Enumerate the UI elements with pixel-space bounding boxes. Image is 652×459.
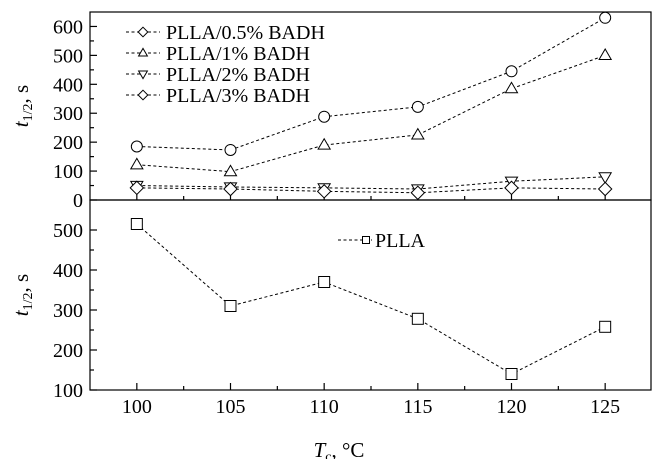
y-tick-label: 200 [53,132,83,154]
series-plla [130,218,612,380]
data-point [318,276,331,288]
data-point [597,181,613,197]
series-2 [129,172,613,197]
x-tick-label: 115 [403,396,432,418]
series-0 [130,11,612,156]
legend-label: PLLA/3% BADH [166,85,310,107]
series-line [136,187,606,194]
legend-label: PLLA/2% BADH [166,64,310,86]
y-axis-title: t1/2, s [9,85,36,127]
legend-marker [137,26,149,38]
data-point [598,48,613,61]
y-tick-label: 500 [53,220,83,242]
data-point [224,143,237,156]
y-tick-label: 400 [53,260,83,282]
top-panel: 0 100 200 300 400 500 600 t1/2, s PLLA/0.5% BADH… [9,11,652,212]
y-tick-label: 400 [53,74,83,96]
data-point [598,172,613,185]
data-point [130,218,143,230]
y-tick-label: 300 [53,300,83,322]
y-tick-label: 600 [53,16,83,38]
data-point [130,140,143,153]
legend-marker [137,70,149,80]
data-point [317,137,332,150]
data-point [410,185,426,201]
x-tick-label: 125 [590,396,620,418]
bottom-plot-frame [89,199,652,391]
legend-label: PLLA [375,230,426,252]
data-point [223,164,238,177]
x-tick-label: 105 [216,396,246,418]
data-point [224,300,237,312]
data-point [504,180,519,196]
bottom-panel: 100 200 300 400 500 100 105 110 115 120 125 t1/2, s… [9,199,652,459]
data-point [129,180,145,196]
x-axis-title: Tc, °C [314,438,365,459]
series-line [136,54,606,173]
legend-label: PLLA/1% BADH [166,43,310,65]
data-point [504,81,519,94]
legend-marker [362,236,370,244]
series-line [136,176,606,190]
y-tick-label: 100 [53,380,83,402]
data-point [410,127,425,140]
data-point [505,368,518,380]
y-tick-label: 0 [73,190,83,212]
y-tick-label: 200 [53,340,83,362]
legend-marker [137,47,149,57]
data-point [316,184,332,199]
series-line [136,17,606,151]
y-tick-label: 100 [53,161,83,183]
legend-marker [137,89,149,101]
data-point [599,11,612,24]
data-point [129,157,144,170]
x-tick-label: 100 [122,396,152,418]
x-tick-label: 110 [310,396,339,418]
y-tick-label: 500 [53,45,83,67]
y-axis-title: t1/2, s [9,274,36,316]
x-tick-label: 120 [497,396,527,418]
data-point [505,65,518,78]
data-point [411,100,424,113]
y-tick-label: 300 [53,103,83,125]
legend-label: PLLA/0.5% BADH [166,22,325,44]
data-point [223,181,238,197]
data-point [599,320,612,333]
series-line [136,223,606,375]
series-1 [129,48,613,177]
data-point [318,110,331,123]
data-point [411,312,424,325]
series-3 [129,180,613,201]
